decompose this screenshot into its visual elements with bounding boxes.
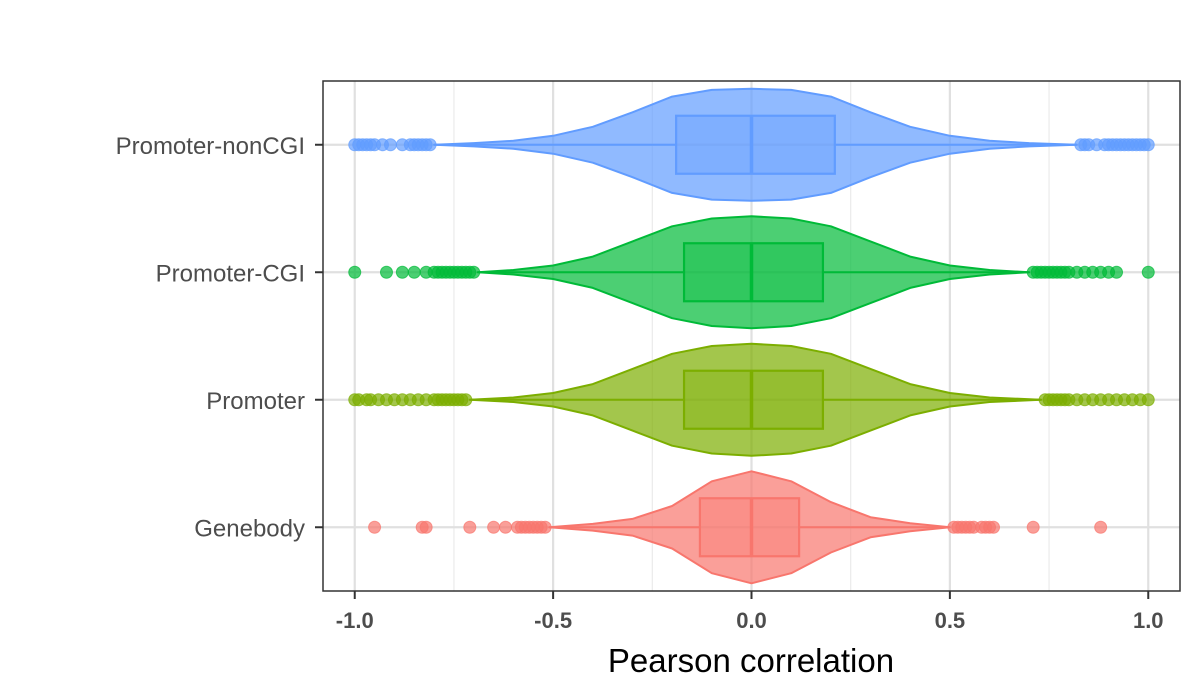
outlier-point <box>383 138 397 152</box>
x-tick-label: 0.0 <box>736 608 767 633</box>
x-tick-label: -1.0 <box>336 608 374 633</box>
y-tick-label: Promoter <box>206 388 305 415</box>
outlier-point <box>379 265 393 279</box>
box-iqr <box>682 242 825 303</box>
violin-group-genebody <box>368 470 1108 585</box>
violin-group-promoter <box>348 342 1155 457</box>
outlier-point <box>487 520 501 534</box>
outlier-point <box>423 138 437 152</box>
x-tick-label: -0.5 <box>534 608 572 633</box>
outlier-point <box>1141 393 1155 407</box>
outlier-point <box>395 265 409 279</box>
box-iqr <box>698 497 801 558</box>
outlier-point <box>1141 265 1155 279</box>
outlier-point <box>1141 138 1155 152</box>
outlier-point <box>499 520 513 534</box>
outlier-point <box>1026 520 1040 534</box>
violin-group-promoter-cgi <box>348 215 1155 330</box>
outlier-point <box>1110 265 1124 279</box>
axes: -1.0 -0.5 0.0 0.5 1.0 Genebody Promoter Promote… <box>116 133 1164 633</box>
outlier-point <box>987 520 1001 534</box>
x-axis-title: Pearson correlation <box>608 642 894 679</box>
outlier-point <box>463 520 477 534</box>
outlier-point <box>368 520 382 534</box>
x-tick-label: 1.0 <box>1133 608 1164 633</box>
outlier-point <box>419 520 433 534</box>
box-iqr <box>675 114 836 175</box>
violin-group-promoter-noncgi <box>348 87 1155 202</box>
outlier-point <box>538 520 552 534</box>
y-tick-label: Promoter-CGI <box>156 260 305 287</box>
outlier-point <box>407 265 421 279</box>
outlier-point <box>1094 520 1108 534</box>
x-tick-label: 0.5 <box>935 608 966 633</box>
outlier-point <box>467 265 481 279</box>
outlier-point <box>348 265 362 279</box>
box-iqr <box>682 369 825 430</box>
outlier-point <box>459 393 473 407</box>
plot-area <box>348 87 1155 585</box>
y-tick-label: Promoter-nonCGI <box>116 133 305 160</box>
y-tick-label: Genebody <box>194 515 305 542</box>
